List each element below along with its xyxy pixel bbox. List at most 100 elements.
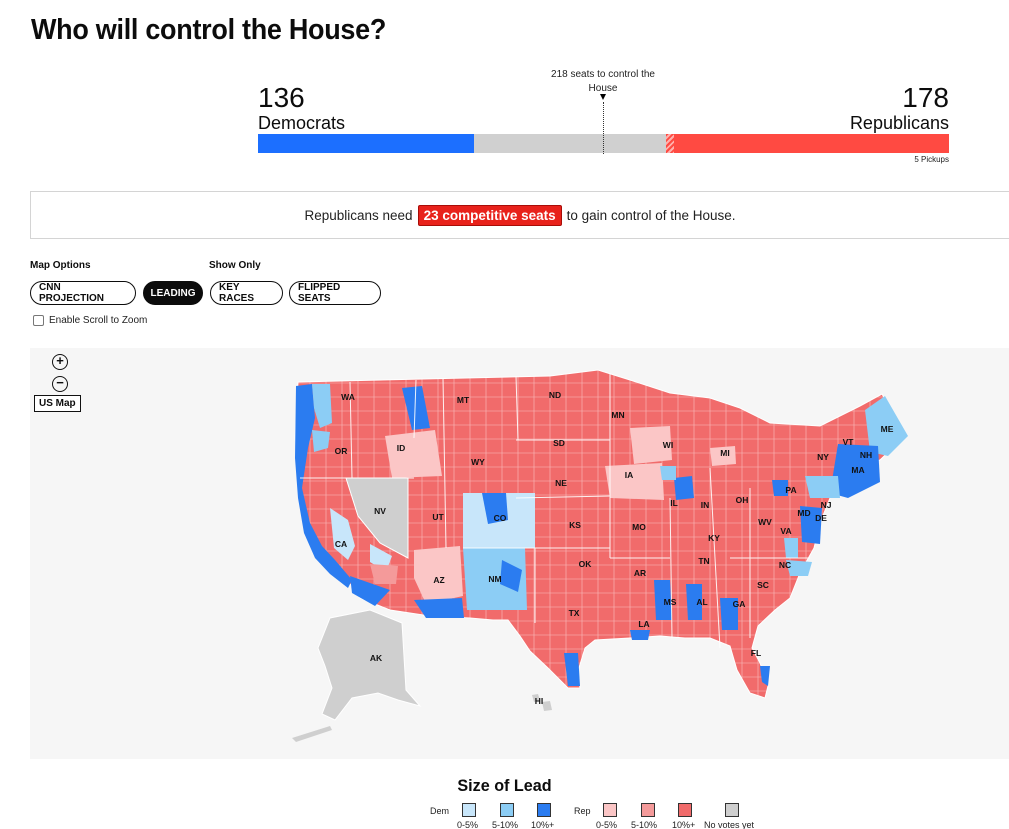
oregon-dem-districts[interactable] — [312, 430, 330, 452]
legend-dem-10plus-swatch — [537, 803, 551, 817]
arizona-south-dem-district[interactable] — [414, 598, 464, 618]
mississippi-dem-district[interactable] — [654, 580, 672, 620]
show-only-label: Show Only — [209, 260, 261, 271]
rep-pickups-fill — [666, 134, 675, 153]
state-label-oh: OH — [736, 495, 749, 505]
state-label-mi: MI — [720, 448, 729, 458]
northeast-dem-districts[interactable] — [830, 444, 880, 498]
control-threshold-label: 218 seats to control the House — [551, 69, 655, 94]
state-label-co: CO — [494, 513, 507, 523]
plus-circle-icon[interactable]: + — [52, 354, 68, 370]
state-label-sc: SC — [757, 580, 769, 590]
maine-dem-districts[interactable] — [865, 396, 908, 456]
control-notice: Republicans need 23 competitive seats to… — [30, 191, 1009, 239]
leading-button[interactable]: LEADING — [143, 281, 203, 305]
scroll-zoom-label: Enable Scroll to Zoom — [49, 315, 148, 326]
legend-dem-0-5-swatch — [462, 803, 476, 817]
state-label-az: AZ — [433, 575, 444, 585]
pickups-label: 5 Pickups — [914, 155, 949, 164]
state-label-wa: WA — [341, 392, 355, 402]
georgia-dem-district[interactable] — [720, 598, 738, 630]
threshold-arrow-icon — [600, 94, 606, 100]
new-mexico-dem-strong-district[interactable] — [500, 560, 522, 592]
socal-coast-dem-districts[interactable] — [350, 576, 390, 606]
hawaii-no-votes[interactable] — [532, 694, 552, 711]
competitive-seats-badge: 23 competitive seats — [417, 204, 562, 226]
north-carolina-dem-district[interactable] — [786, 560, 812, 576]
seattle-dem-districts[interactable] — [312, 384, 332, 428]
chicago-dem-district[interactable] — [660, 466, 676, 480]
state-label-ia: IA — [625, 470, 634, 480]
new-mexico-dem-districts[interactable] — [463, 548, 527, 610]
state-label-la: LA — [638, 619, 649, 629]
state-label-nj: NJ — [821, 500, 832, 510]
threshold-marker-line — [603, 102, 604, 154]
arizona-rep-light-districts[interactable] — [414, 546, 463, 604]
pacific-coast-dem-districts[interactable] — [295, 384, 352, 588]
state-label-ak: AK — [370, 653, 383, 663]
rep-party-label: Republicans — [849, 113, 949, 133]
illinois-dem-district[interactable] — [674, 476, 694, 500]
state-label-ne: NE — [555, 478, 567, 488]
state-label-id: ID — [397, 443, 406, 453]
virginia-dem-district[interactable] — [784, 538, 798, 558]
state-label-ca: CA — [335, 539, 347, 549]
state-label-nh: NH — [860, 450, 872, 460]
aleutian-islands — [292, 726, 332, 742]
legend-rep-range-3: 10%+ — [672, 820, 696, 829]
state-label-ok: OK — [579, 559, 593, 569]
legend-dem-range-1: 0-5% — [457, 820, 479, 829]
pennsylvania-dem-district[interactable] — [772, 480, 788, 496]
dem-seats-fill — [258, 134, 475, 153]
state-label-nv: NV — [374, 506, 386, 516]
state-label-ga: GA — [733, 599, 746, 609]
scroll-zoom-checkbox[interactable] — [33, 315, 44, 326]
legend-title: Size of Lead — [457, 776, 552, 795]
state-label-ma: MA — [851, 465, 864, 475]
idaho-dem-district[interactable] — [402, 386, 430, 430]
state-label-nc: NC — [779, 560, 791, 570]
state-label-nm: NM — [488, 574, 501, 584]
minus-circle-icon[interactable]: − — [52, 376, 68, 392]
us-map-button[interactable]: US Map — [34, 395, 81, 412]
state-label-wy: WY — [471, 457, 485, 467]
state-label-md: MD — [797, 508, 810, 518]
utah-rep-mid-district[interactable] — [370, 564, 398, 584]
mid-atlantic-dem-districts[interactable] — [800, 506, 822, 544]
michigan-rep-light-district[interactable] — [710, 446, 736, 466]
alabama-dem-district[interactable] — [686, 584, 702, 620]
state-label-ms: MS — [664, 597, 677, 607]
state-label-mn: MN — [611, 410, 624, 420]
dem-seat-count: 136 — [258, 82, 305, 113]
socal-dem-districts[interactable] — [330, 508, 355, 560]
legend-rep-5-10-swatch — [641, 803, 655, 817]
key-races-button[interactable]: KEY RACES — [210, 281, 283, 305]
cnn-projection-button[interactable]: CNN PROJECTION — [30, 281, 136, 305]
iowa-rep-light-districts[interactable] — [605, 463, 664, 500]
state-label-de: DE — [815, 513, 827, 523]
notice-prefix: Republicans need — [304, 207, 413, 223]
district-map[interactable]: WA MT ND MN ME OR ID SD WI VT NH NY MA MI WY IA NV NE PA OH… — [30, 348, 1009, 759]
scroll-zoom-toggle[interactable]: Enable Scroll to Zoom — [33, 315, 147, 326]
new-york-dem-districts[interactable] — [805, 476, 840, 498]
florida-dem-district[interactable] — [760, 666, 770, 686]
legend-rep-range-1: 0-5% — [596, 820, 618, 829]
legend-no-votes: No votes yet — [704, 820, 755, 829]
idaho-rep-light-districts[interactable] — [385, 430, 442, 478]
louisiana-dem-district[interactable] — [630, 630, 650, 640]
colorado-dem-strong-district[interactable] — [482, 493, 508, 524]
dem-party-label: Democrats — [258, 113, 346, 133]
state-labels: WA MT ND MN ME OR ID SD WI VT NH NY MA MI WY IA NV NE PA OH… — [335, 390, 894, 706]
texas-border-dem-district[interactable] — [564, 653, 580, 686]
flipped-seats-button[interactable]: FLIPPED SEATS — [289, 281, 381, 305]
state-label-al: AL — [696, 597, 707, 607]
house-results-map[interactable]: + − US Map — [30, 348, 1009, 759]
legend-dem-range-2: 5-10% — [492, 820, 519, 829]
alaska-no-votes[interactable] — [317, 609, 422, 721]
state-label-il: IL — [670, 498, 678, 508]
state-label-nd: ND — [549, 390, 561, 400]
legend-rep-10plus-swatch — [678, 803, 692, 817]
rep-seat-count: 178 — [902, 82, 949, 113]
state-label-ks: KS — [569, 520, 581, 530]
wisconsin-rep-light-districts[interactable] — [630, 426, 672, 464]
